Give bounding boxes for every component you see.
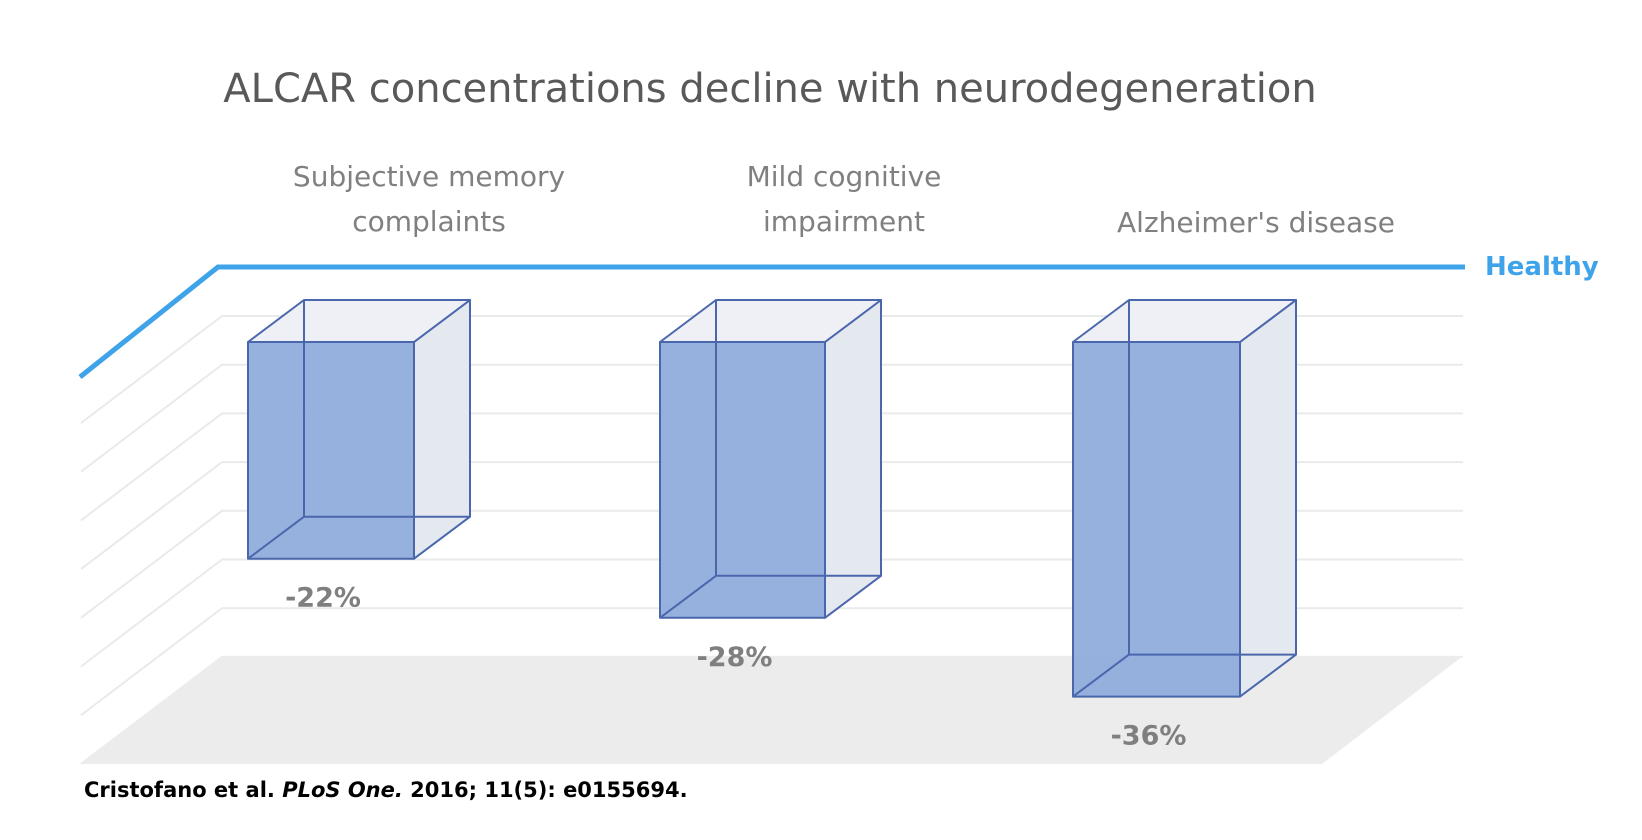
bar-side [824,299,882,619]
gridline [80,509,1463,619]
bar-side [1239,299,1297,698]
data-label: -36% [1111,721,1187,752]
category-label: impairment [763,205,925,238]
category-label: Mild cognitive [747,160,942,193]
healthy-label: Healthy [1485,252,1599,282]
bar-front [247,341,415,560]
gridline [80,363,1463,473]
chart-title: ALCAR concentrations decline with neurod… [223,66,1316,112]
gridline [80,461,1463,570]
data-label: -28% [697,642,773,673]
healthy-reference-line [78,264,1465,379]
bars: -22% -28% -36% [247,299,1297,752]
category-label: complaints [352,205,506,238]
bar-bottom-edge [247,515,305,560]
citation-journal: PLoS One. [282,778,403,802]
gridlines [80,315,1463,765]
gridline [80,607,1463,716]
bar-side [413,299,471,560]
bar-bottom-edge [659,574,717,619]
bar [1072,299,1297,698]
data-label: -22% [285,583,361,614]
gridline [80,315,1463,424]
bar [247,299,471,560]
gridline [80,412,1463,522]
gridline [80,558,1463,668]
category-label: Alzheimer's disease [1117,206,1395,239]
category-label: Subjective memory [293,160,565,193]
bar-front [659,341,826,619]
citation-details: 2016; 11(5): e0155694. [410,778,687,802]
bar-front [1072,341,1241,698]
bar-bottom-edge [1072,653,1130,698]
citation-authors: Cristofano et al. [84,778,275,802]
category-labels: Subjective memory complaints Mild cognitiv… [293,160,1395,239]
bar [659,299,882,619]
citation: Cristofano et al. PLoS One. 2016; 11(5):… [84,778,688,802]
